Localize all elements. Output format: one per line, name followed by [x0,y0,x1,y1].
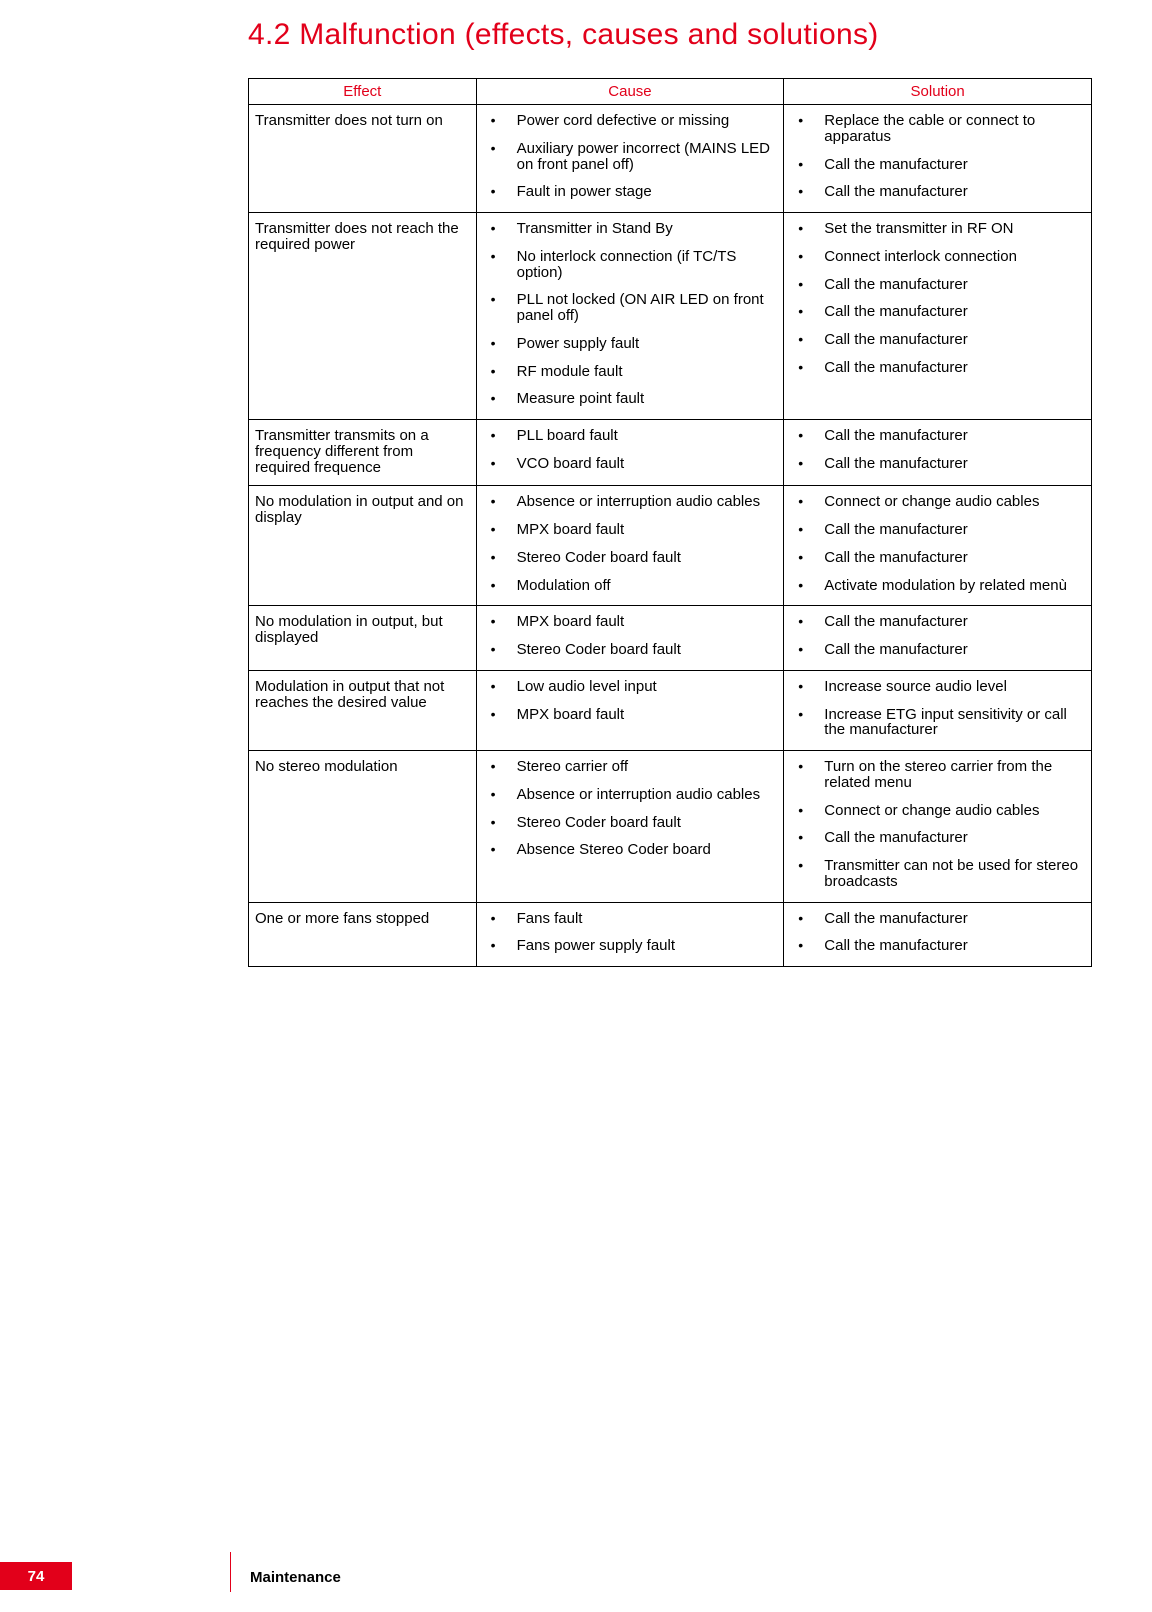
solution-item: Call the manufacturer [790,332,1085,348]
page-footer: 74 Maintenance [0,1562,1152,1590]
solution-item: Connect interlock connection [790,249,1085,265]
solution-item: Increase source audio level [790,679,1085,695]
solution-item: Call the manufacturer [790,360,1085,376]
cause-item: PLL board fault [483,428,778,444]
cause-item: Auxiliary power incorrect (MAINS LED on … [483,141,778,173]
cause-item: MPX board fault [483,522,778,538]
cause-item: Transmitter in Stand By [483,221,778,237]
table-row: Modulation in output that not reaches th… [249,670,1092,750]
cause-cell: Fans fault Fans power supply fault [476,902,784,967]
solution-cell: Increase source audio level Increase ETG … [784,670,1092,750]
solution-item: Turn on the stereo carrier from the rela… [790,759,1085,791]
table-row: One or more fans stopped Fans fault Fans p… [249,902,1092,967]
cause-cell: Power cord defective or missing Auxiliary… [476,105,784,213]
header-effect: Effect [249,79,477,105]
solution-item: Call the manufacturer [790,184,1085,200]
section-title: 4.2 Malfunction (effects, causes and sol… [248,18,1092,52]
table-row: No modulation in output and on displayAb… [249,486,1092,606]
cause-item: MPX board fault [483,707,778,723]
cause-item: Low audio level input [483,679,778,695]
solution-item: Call the manufacturer [790,642,1085,658]
cause-cell: Low audio level input MPX board fault [476,670,784,750]
solution-item: Set the transmitter in RF ON [790,221,1085,237]
cause-item: Fans fault [483,911,778,927]
footer-section-label: Maintenance [250,1569,341,1586]
solution-item: Call the manufacturer [790,277,1085,293]
effect-cell: Transmitter transmits on a frequency dif… [249,420,477,486]
table-row: Transmitter does not turn onPower cord d… [249,105,1092,213]
solution-cell: Turn on the stereo carrier from the rela… [784,751,1092,903]
solution-item: Call the manufacturer [790,830,1085,846]
table-row: Transmitter does not reach the required … [249,213,1092,420]
cause-item: Absence or interruption audio cables [483,494,778,510]
header-solution: Solution [784,79,1092,105]
solution-cell: Call the manufacturer Call the manufactur… [784,902,1092,967]
solution-cell: Set the transmitter in RF ON Connect inte… [784,213,1092,420]
table-header-row: Effect Cause Solution [249,79,1092,105]
solution-item: Call the manufacturer [790,911,1085,927]
cause-item: No interlock connection (if TC/TS option… [483,249,778,281]
cause-item: Stereo Coder board fault [483,550,778,566]
cause-item: Measure point fault [483,391,778,407]
solution-item: Connect or change audio cables [790,494,1085,510]
solution-item: Call the manufacturer [790,550,1085,566]
cause-cell: Absence or interruption audio cables MPX … [476,486,784,606]
table-row: No stereo modulation Stereo carrier off Ab… [249,751,1092,903]
solution-cell: Replace the cable or connect to apparatu… [784,105,1092,213]
effect-cell: Modulation in output that not reaches th… [249,670,477,750]
solution-item: Call the manufacturer [790,522,1085,538]
footer-divider [230,1552,231,1592]
cause-item: Power cord defective or missing [483,113,778,129]
effect-cell: Transmitter does not turn on [249,105,477,213]
cause-item: PLL not locked (ON AIR LED on front pane… [483,292,778,324]
cause-item: Power supply fault [483,336,778,352]
solution-item: Increase ETG input sensitivity or call t… [790,707,1085,739]
effect-cell: No modulation in output, but displayed [249,606,477,671]
cause-item: Fault in power stage [483,184,778,200]
malfunction-table: Effect Cause Solution Transmitter does n… [248,78,1092,967]
cause-item: Absence or interruption audio cables [483,787,778,803]
solution-item: Transmitter can not be used for stereo b… [790,858,1085,890]
solution-cell: Call the manufacturer Call the manufactur… [784,420,1092,486]
cause-item: Fans power supply fault [483,938,778,954]
cause-item: RF module fault [483,364,778,380]
effect-cell: One or more fans stopped [249,902,477,967]
cause-item: Stereo Coder board fault [483,815,778,831]
solution-item: Activate modulation by related menù [790,578,1085,594]
cause-item: Absence Stereo Coder board [483,842,778,858]
cause-item: Stereo carrier off [483,759,778,775]
header-cause: Cause [476,79,784,105]
table-row: Transmitter transmits on a frequency dif… [249,420,1092,486]
cause-cell: MPX board fault Stereo Coder board fault [476,606,784,671]
cause-cell: Transmitter in Stand By No interlock conn… [476,213,784,420]
effect-cell: No modulation in output and on display [249,486,477,606]
solution-cell: Connect or change audio cables Call the m… [784,486,1092,606]
solution-item: Call the manufacturer [790,304,1085,320]
effect-cell: Transmitter does not reach the required … [249,213,477,420]
solution-item: Connect or change audio cables [790,803,1085,819]
solution-item: Call the manufacturer [790,614,1085,630]
cause-item: Stereo Coder board fault [483,642,778,658]
solution-item: Call the manufacturer [790,428,1085,444]
solution-item: Call the manufacturer [790,938,1085,954]
page-number-badge: 74 [0,1562,72,1590]
cause-item: VCO board fault [483,456,778,472]
solution-item: Replace the cable or connect to apparatu… [790,113,1085,145]
cause-cell: Stereo carrier off Absence or interruptio… [476,751,784,903]
solution-item: Call the manufacturer [790,157,1085,173]
cause-item: MPX board fault [483,614,778,630]
table-row: No modulation in output, but displayedMP… [249,606,1092,671]
cause-item: Modulation off [483,578,778,594]
solution-cell: Call the manufacturer Call the manufactur… [784,606,1092,671]
cause-cell: PLL board fault VCO board fault [476,420,784,486]
solution-item: Call the manufacturer [790,456,1085,472]
effect-cell: No stereo modulation [249,751,477,903]
